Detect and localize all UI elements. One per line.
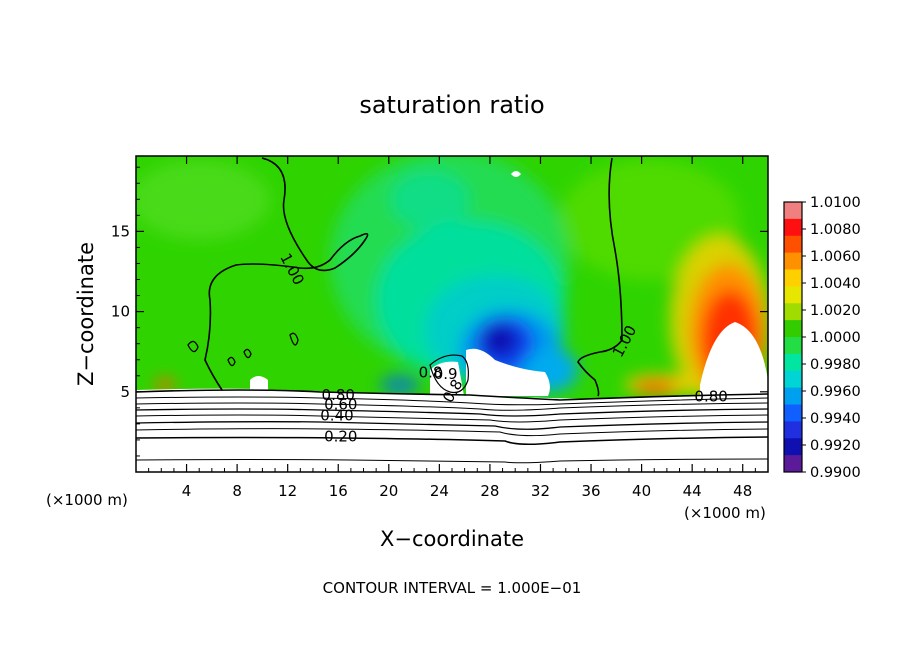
x-tick-label: 32 [531, 482, 550, 500]
colorbar-tick-label: 0.9940 [810, 411, 861, 427]
x-unit-left: (×1000 m) [46, 491, 128, 509]
colorbar-swatch [784, 320, 802, 338]
x-unit-right: (×1000 m) [684, 504, 766, 522]
colorbar-swatch [784, 387, 802, 405]
contour-label: 0.40 [320, 407, 353, 425]
colorbar-tick-label: 1.0000 [810, 330, 861, 346]
colorbar-tick-label: 1.0060 [810, 249, 861, 265]
colorbar-tick-label: 1.0020 [810, 303, 861, 319]
x-tick-label: 20 [379, 482, 398, 500]
colorbar-swatch [784, 286, 802, 304]
colorbar-swatch [784, 252, 802, 270]
colorbar-swatch [784, 235, 802, 254]
x-tick-label: 44 [683, 482, 702, 500]
colorbar-tick-label: 1.0040 [810, 276, 861, 292]
x-tick-label: 16 [329, 482, 348, 500]
chart-title: saturation ratio [359, 91, 544, 119]
contour-label: 0.80 [694, 387, 727, 405]
x-tick-label: 8 [232, 482, 242, 500]
x-tick-label: 40 [632, 482, 651, 500]
x-tick-label: 12 [278, 482, 297, 500]
x-tick-label: 4 [182, 482, 192, 500]
contour-label: 0.80 [322, 386, 355, 404]
contour-interval-note: CONTOUR INTERVAL = 1.000E−01 [323, 579, 582, 597]
y-tick-label: 5 [120, 383, 130, 401]
x-tick-label: 24 [430, 482, 449, 500]
colorbar-swatch [784, 337, 802, 355]
colorbar-swatch [784, 370, 802, 389]
heatmap-field [136, 156, 768, 472]
colorbar-tick-label: 0.9960 [810, 384, 861, 400]
colorbar-tick-label: 1.0080 [810, 222, 861, 238]
x-tick-label: 36 [581, 482, 600, 500]
y-axis: 5 10 15 [111, 166, 768, 457]
colorbar-swatch [784, 404, 802, 422]
colorbar-tick-label: 1.0100 [810, 195, 861, 211]
x-tick-label: 28 [480, 482, 499, 500]
contour-label: 0.9 [434, 365, 458, 383]
contour-label: 0.20 [324, 428, 357, 446]
colorbar-swatch [784, 202, 802, 220]
colorbar: 1.0100 1.0080 1.0060 1.0040 1.0020 1.0000 0.99… [783, 195, 861, 481]
y-tick-label: 10 [111, 303, 130, 321]
colorbar-swatch [784, 269, 802, 287]
contour-lines [136, 157, 768, 464]
colorbar-tick-label: 0.9920 [810, 438, 861, 454]
colorbar-tick-label: 0.9980 [810, 357, 861, 373]
y-tick-label: 15 [111, 222, 130, 240]
y-axis-label: Z−coordinate [74, 242, 98, 386]
contour-label: 0.8 [419, 363, 443, 381]
colorbar-swatch [784, 455, 802, 473]
contour-label: 0.60 [324, 395, 357, 413]
x-axis: 4 8 12 16 20 24 28 32 36 40 44 48 [148, 156, 756, 500]
colorbar-swatch [784, 218, 802, 237]
x-tick-label: 48 [733, 482, 752, 500]
colorbar-swatch [784, 353, 802, 372]
colorbar-swatch [784, 438, 802, 456]
colorbar-swatch [784, 303, 802, 321]
colorbar-swatch [784, 421, 802, 439]
colorbar-tick-label: 0.9900 [810, 465, 861, 481]
x-axis-label: X−coordinate [380, 527, 524, 551]
